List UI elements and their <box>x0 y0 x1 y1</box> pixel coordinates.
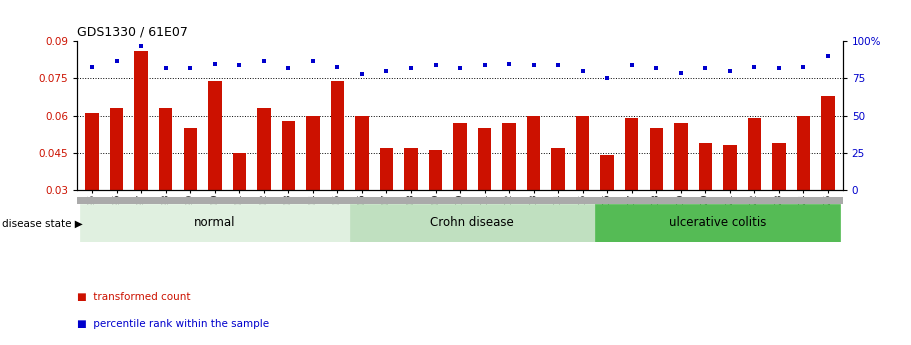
Bar <box>625 118 639 190</box>
Bar <box>306 116 320 190</box>
Text: disease state ▶: disease state ▶ <box>2 219 83 229</box>
Bar <box>502 123 516 190</box>
Bar <box>773 143 785 190</box>
Bar <box>821 96 834 190</box>
Point <box>428 62 443 68</box>
Point <box>527 62 541 68</box>
Point <box>673 70 688 75</box>
Bar <box>650 128 663 190</box>
Bar <box>674 123 688 190</box>
Bar <box>429 150 442 190</box>
Point <box>208 61 222 67</box>
Bar <box>355 116 369 190</box>
Point <box>404 65 418 71</box>
Bar <box>723 145 737 190</box>
Bar <box>135 51 148 190</box>
Point <box>281 65 296 71</box>
Point <box>747 64 762 69</box>
Point <box>772 65 786 71</box>
Point <box>232 62 247 68</box>
Point <box>624 62 639 68</box>
Text: ■  percentile rank within the sample: ■ percentile rank within the sample <box>77 319 270 329</box>
Text: normal: normal <box>194 216 236 229</box>
Bar <box>797 116 810 190</box>
Point <box>159 65 173 71</box>
Bar <box>699 143 712 190</box>
Bar <box>527 116 540 190</box>
Bar <box>380 148 394 190</box>
Point <box>502 61 517 67</box>
Bar <box>208 81 221 190</box>
Point <box>354 71 369 77</box>
Bar <box>80 204 350 241</box>
Point <box>453 65 467 71</box>
Text: Crohn disease: Crohn disease <box>430 216 514 229</box>
Point <box>576 68 590 74</box>
Bar <box>257 108 271 190</box>
Point <box>305 58 320 63</box>
Point <box>600 76 615 81</box>
Point <box>330 64 344 69</box>
Bar <box>595 204 840 241</box>
Point <box>109 58 124 63</box>
Bar <box>551 148 565 190</box>
Bar <box>454 123 466 190</box>
Bar <box>86 113 99 190</box>
Bar <box>576 116 589 190</box>
Bar <box>232 152 246 190</box>
Bar <box>331 81 344 190</box>
Point <box>821 53 835 59</box>
Point <box>796 64 811 69</box>
Point <box>722 68 737 74</box>
Point <box>379 68 394 74</box>
Text: ulcerative colitis: ulcerative colitis <box>669 216 766 229</box>
Bar <box>110 108 123 190</box>
Point <box>551 62 566 68</box>
Point <box>649 65 663 71</box>
Text: ■  transformed count: ■ transformed count <box>77 292 191 302</box>
Point <box>134 43 148 49</box>
Bar <box>478 128 491 190</box>
Point <box>257 58 271 63</box>
Point <box>698 65 712 71</box>
Bar <box>350 204 595 241</box>
Point <box>183 65 198 71</box>
Bar <box>159 108 172 190</box>
Bar <box>748 118 761 190</box>
Point <box>477 62 492 68</box>
Text: GDS1330 / 61E07: GDS1330 / 61E07 <box>77 26 189 39</box>
Bar <box>183 128 197 190</box>
Bar <box>600 155 614 190</box>
Point <box>85 64 99 69</box>
Bar <box>404 148 418 190</box>
Bar <box>281 120 295 190</box>
